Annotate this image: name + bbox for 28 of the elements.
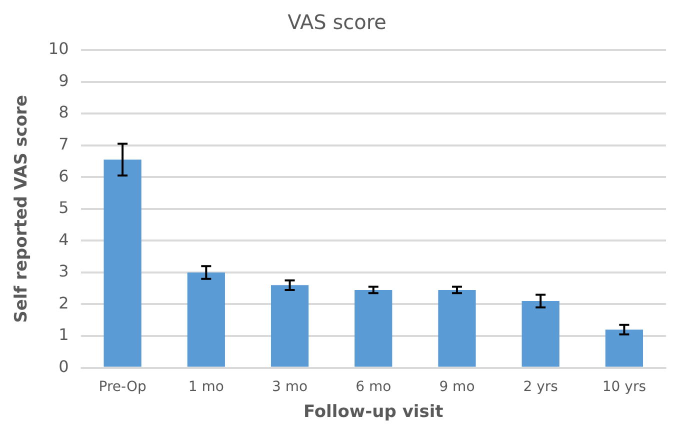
chart-title: VAS score xyxy=(288,10,386,34)
x-tick-label: 10 yrs xyxy=(602,378,646,395)
bar xyxy=(104,160,142,367)
y-tick-label: 5 xyxy=(58,198,69,218)
bar xyxy=(605,330,644,367)
y-tick-label: 1 xyxy=(58,325,69,344)
x-tick-label: 3 mo xyxy=(272,378,308,395)
x-axis-title: Follow-up visit xyxy=(303,402,444,422)
y-tick-label: 8 xyxy=(58,102,69,122)
y-tick-label: 4 xyxy=(58,230,69,249)
y-axis-title: Self reported VAS score xyxy=(12,94,32,323)
y-tick-label: 0 xyxy=(58,356,69,376)
bar xyxy=(270,285,309,367)
x-tick-label: Pre-Op xyxy=(98,378,146,395)
x-tick-label: 1 mo xyxy=(188,378,224,395)
bar xyxy=(438,290,476,367)
y-tick-label: 2 xyxy=(58,293,69,312)
bar xyxy=(354,290,392,367)
x-tick-label: 9 mo xyxy=(439,378,475,395)
bar xyxy=(187,272,225,367)
x-tick-label: 6 mo xyxy=(356,378,392,395)
y-tick-label: 9 xyxy=(58,70,69,90)
x-tick-label: 2 yrs xyxy=(523,378,558,395)
bar xyxy=(522,301,560,367)
y-tick-label: 10 xyxy=(48,39,69,58)
y-tick-label: 7 xyxy=(58,134,69,154)
y-tick-label: 3 xyxy=(58,262,69,281)
y-tick-label: 6 xyxy=(58,166,69,186)
